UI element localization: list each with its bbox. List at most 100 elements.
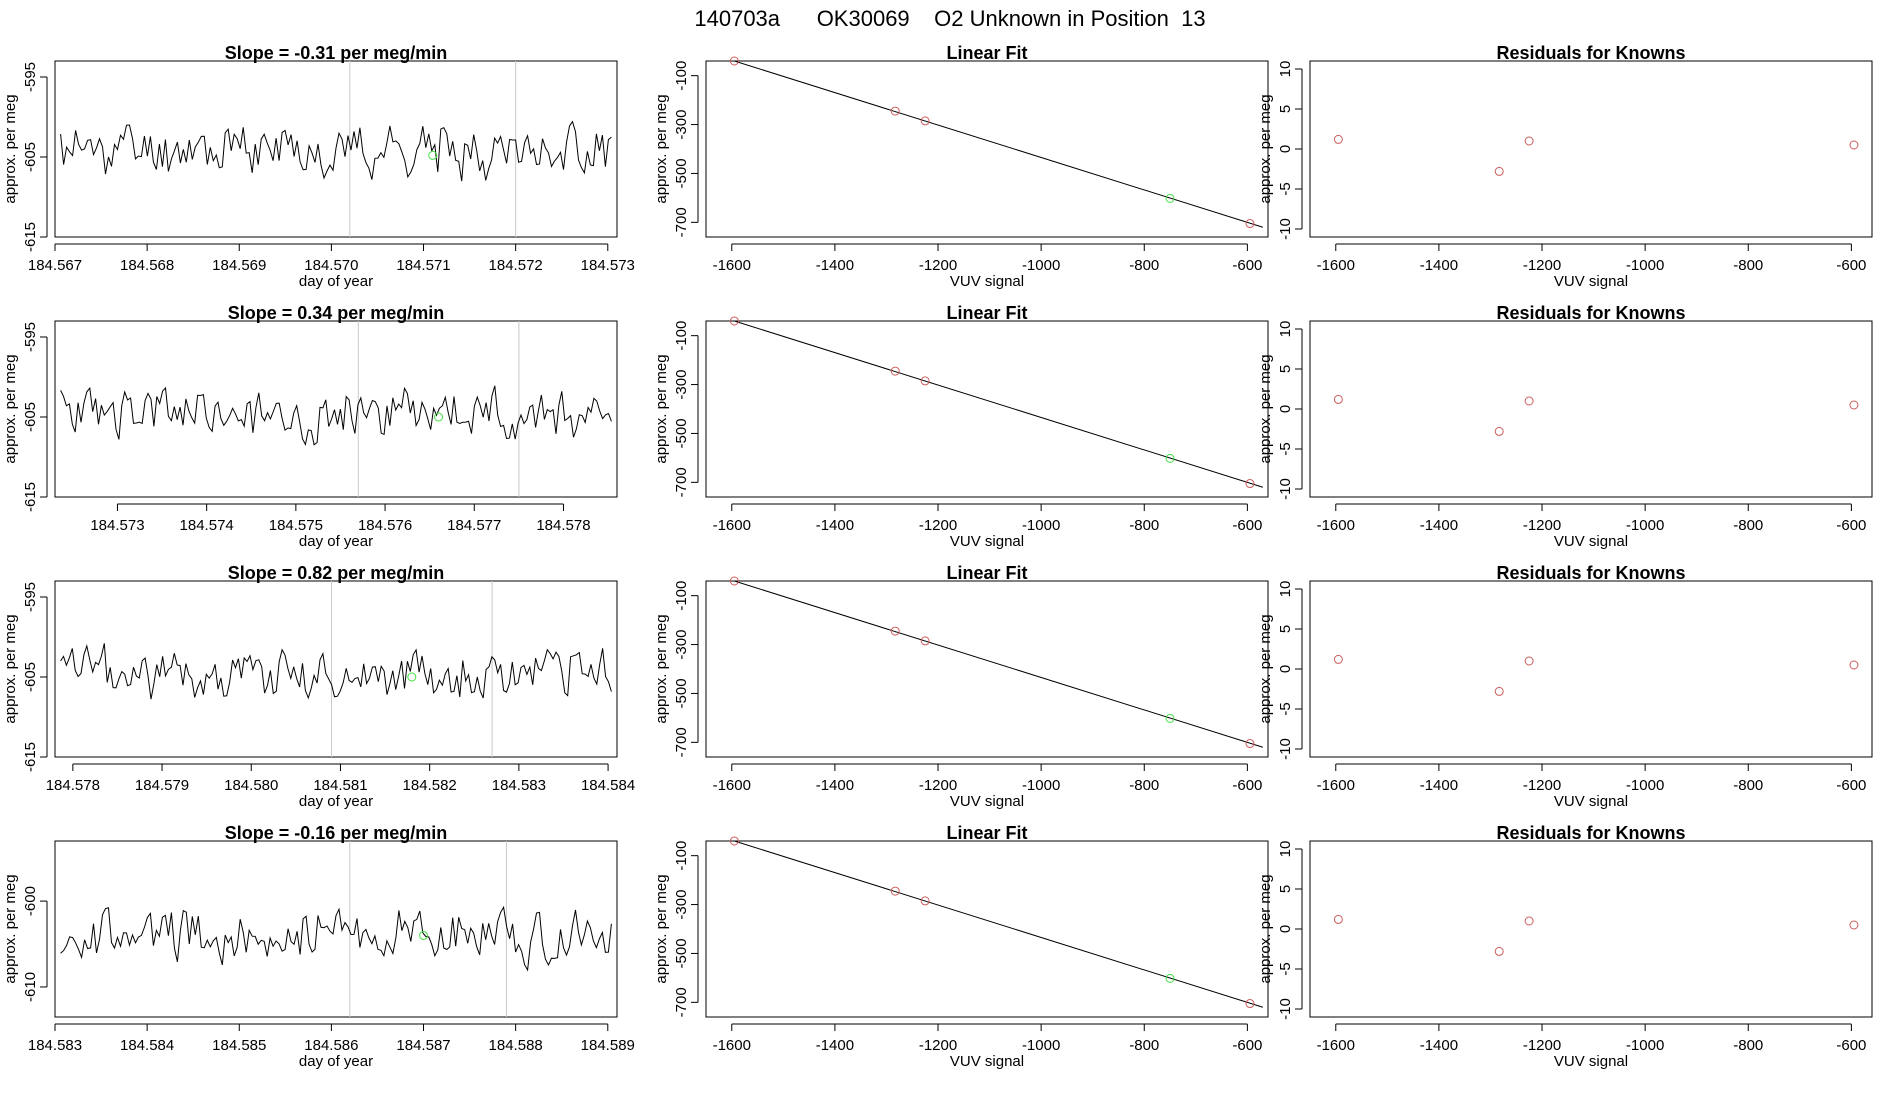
x-tick-label: 184.582 [403,777,457,794]
y-tick-label: -5 [1277,702,1294,715]
x-tick-label: 184.573 [581,257,635,274]
x-axis-label: VUV signal [1554,793,1628,810]
x-tick-label: -800 [1129,777,1159,794]
y-axis-label: approx. per meg [2,354,19,463]
x-tick-label: -600 [1232,777,1262,794]
known-point [1524,136,1534,146]
panel-title: Linear Fit [946,563,1027,583]
x-tick-label: -600 [1232,1037,1262,1054]
signal-trace [60,385,612,446]
plot-frame [1309,60,1873,238]
y-tick-label: -500 [673,938,690,968]
known-point [920,636,930,646]
y-tick-label: -100 [673,61,690,91]
x-tick-label: -1400 [1420,1037,1458,1054]
y-tick-label: -600 [22,886,39,916]
y-tick-label: 10 [1277,61,1294,78]
known-point [1494,166,1504,176]
x-tick-label: -1400 [1420,777,1458,794]
x-tick-label: 184.578 [536,517,590,534]
known-point [1524,916,1534,926]
y-tick-label: -100 [673,581,690,611]
x-axis-label: day of year [299,533,373,550]
x-axis-label: VUV signal [950,533,1024,550]
unknown-point [1165,453,1175,463]
x-tick-label: 184.571 [396,257,450,274]
x-tick-label: 184.574 [180,517,234,534]
y-tick-label: -595 [22,62,39,92]
known-point [1524,656,1534,666]
x-tick-label: -1000 [1626,777,1664,794]
x-tick-label: 184.575 [269,517,323,534]
y-tick-label: -10 [1277,998,1294,1020]
known-point [729,576,739,586]
known-point [729,56,739,66]
x-tick-label: 184.567 [28,257,82,274]
x-tick-label: -800 [1733,1037,1763,1054]
x-tick-label: -1600 [1317,777,1355,794]
x-axis-label: VUV signal [1554,1053,1628,1070]
x-tick-label: 184.572 [489,257,543,274]
x-tick-label: 184.568 [120,257,174,274]
x-tick-label: 184.583 [492,777,546,794]
x-tick-label: -1200 [919,517,957,534]
x-tick-label: -800 [1733,777,1763,794]
known-point [1333,134,1343,144]
x-tick-label: -600 [1232,257,1262,274]
y-axis-label: approx. per meg [653,614,670,723]
panel-title: Slope = -0.31 per meg/min [225,43,448,63]
y-axis-label: approx. per meg [653,874,670,983]
y-tick-label: 5 [1277,105,1294,113]
known-point [1849,660,1859,670]
y-axis-label: approx. per meg [653,94,670,203]
y-tick-label: -605 [22,142,39,172]
known-point [890,106,900,116]
y-tick-label: -615 [22,482,39,512]
panel-title: Residuals for Knowns [1496,823,1685,843]
known-point [1333,394,1343,404]
plot-frame [54,840,618,1018]
panel-title: Linear Fit [946,43,1027,63]
y-axis-label: approx. per meg [2,614,19,723]
panel-title: Linear Fit [946,823,1027,843]
x-axis-label: VUV signal [950,1053,1024,1070]
panel-2-1: Slope = 0.34 per meg/min 184.573 184.574 18… [2,303,618,550]
panel-title: Linear Fit [946,303,1027,323]
x-tick-label: 184.576 [358,517,412,534]
x-tick-label: -1600 [1317,517,1355,534]
x-tick-label: -800 [1733,257,1763,274]
plot-frame [1309,580,1873,758]
y-tick-label: -10 [1277,218,1294,240]
panel-1-1: Slope = -0.31 per meg/min 184.567 184.568 1… [2,43,635,290]
x-tick-label: -1400 [1420,517,1458,534]
x-tick-label: -1400 [816,777,854,794]
y-axis-label: approx. per meg [1257,94,1274,203]
known-point [1494,946,1504,956]
panel-title: Slope = 0.82 per meg/min [228,563,445,583]
x-tick-label: 184.587 [396,1037,450,1054]
y-axis-label: approx. per meg [2,874,19,983]
plot-frame [705,580,1269,758]
x-tick-label: -1600 [1317,1037,1355,1054]
fit-line [734,580,1263,748]
y-tick-label: -700 [673,467,690,497]
known-point [920,896,930,906]
y-tick-label: -300 [673,630,690,660]
x-tick-label: -600 [1232,517,1262,534]
x-tick-label: 184.585 [212,1037,266,1054]
y-tick-label: -300 [673,370,690,400]
x-tick-label: -1400 [816,517,854,534]
y-axis-label: approx. per meg [653,354,670,463]
x-tick-label: 184.588 [489,1037,543,1054]
panel-title: Residuals for Knowns [1496,303,1685,323]
known-point [1245,999,1255,1009]
x-tick-label: -1600 [713,517,751,534]
x-tick-label: 184.584 [120,1037,174,1054]
known-point [1494,426,1504,436]
y-tick-label: -610 [22,972,39,1002]
y-tick-label: -700 [673,727,690,757]
panel-title: Slope = 0.34 per meg/min [228,303,445,323]
known-point [729,316,739,326]
known-point [890,626,900,636]
y-tick-label: -100 [673,841,690,871]
